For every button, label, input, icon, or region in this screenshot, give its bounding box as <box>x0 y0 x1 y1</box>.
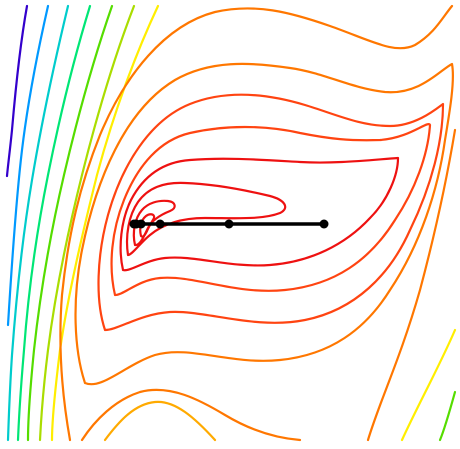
contour-level-yellow <box>50 4 160 442</box>
contour-level-teal-green <box>16 4 92 442</box>
descent-path-point <box>224 219 234 229</box>
contour-level-orange-bottom <box>80 388 302 442</box>
descent-path <box>129 219 329 229</box>
contour-level-lime <box>38 4 136 442</box>
descent-path-point <box>129 219 139 229</box>
contour-level-orange-red-1 <box>74 62 455 386</box>
contour-level-cyan <box>6 4 70 442</box>
contour-level-green-right <box>438 390 457 442</box>
contour-level-blue <box>6 4 50 327</box>
contour-level-green <box>26 4 114 442</box>
contour-level-red-2 <box>119 156 400 272</box>
contour-level-yellow-right <box>400 328 457 442</box>
descent-path-point <box>319 219 329 229</box>
contour-level-purple <box>5 4 29 178</box>
contour-level-orange-right <box>366 128 457 442</box>
contour-level-amber-bottom <box>103 400 217 442</box>
contour-level-orange-outer <box>59 4 454 442</box>
contour-level-red-1 <box>110 123 432 297</box>
contour-level-red-3 <box>125 181 287 257</box>
descent-path-point <box>155 219 165 229</box>
contour-level-orange-red-2 <box>97 93 445 332</box>
